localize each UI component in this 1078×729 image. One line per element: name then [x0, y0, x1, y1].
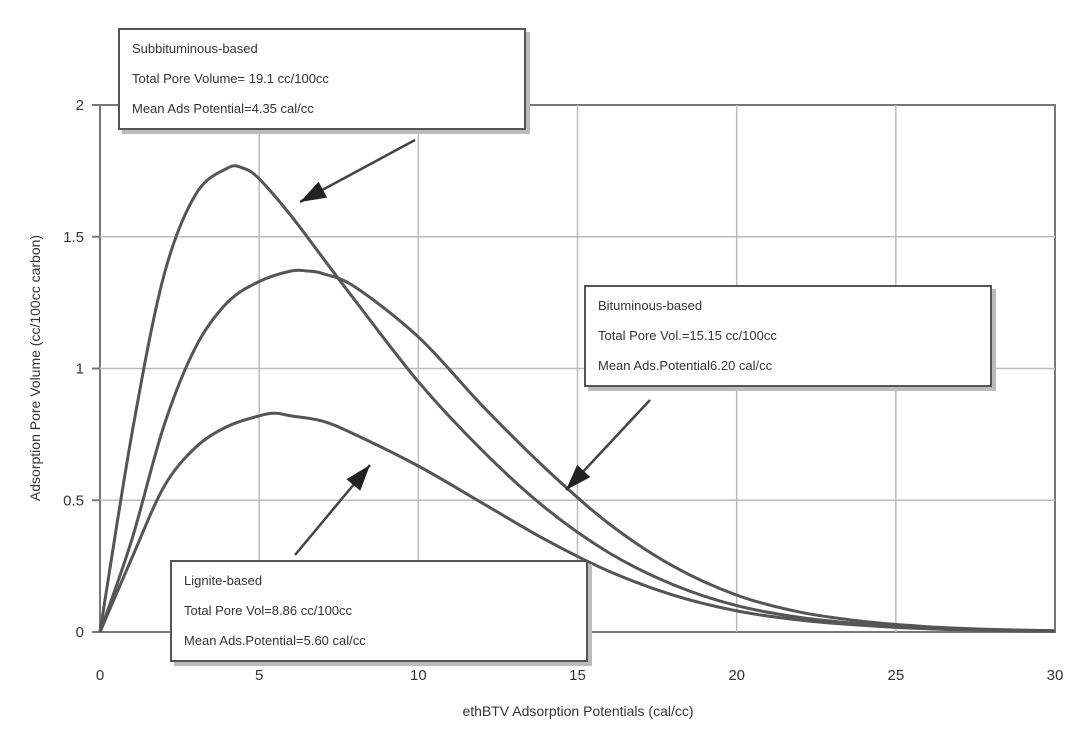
arrow-lignite [294, 464, 371, 556]
series-line-subbituminous [98, 164, 1056, 633]
x-tick-label: 5 [255, 667, 263, 684]
x-tick-label: 15 [569, 667, 586, 684]
annotation-subbituminous-line-1: Subbituminous-based [132, 41, 258, 56]
series-line-lignite [98, 411, 1056, 633]
arrow-subbituminous [299, 138, 416, 204]
annotation-lignite: Lignite-based Total Pore Vol=8.86 cc/100… [170, 560, 588, 662]
x-tick-label: 10 [410, 667, 427, 684]
y-axis-title: Adsorption Pore Volume (cc/100cc carbon) [27, 235, 43, 501]
y-tick-label: 1 [76, 361, 84, 378]
y-tick-label: 2 [76, 97, 84, 114]
annotation-bituminous-line-1: Bituminous-based [598, 298, 703, 313]
annotation-bituminous: Bituminous-based Total Pore Vol.=15.15 c… [584, 285, 992, 387]
y-tick-label: 1.5 [63, 229, 84, 246]
x-ticks: 0 5 10 15 20 25 30 [96, 667, 1064, 684]
y-tick-label: 0 [76, 624, 84, 641]
annotation-subbituminous: Subbituminous-based Total Pore Volume= 1… [118, 28, 526, 130]
y-ticks: 0 0.5 1 1.5 2 [63, 97, 100, 641]
x-tick-label: 20 [728, 667, 745, 684]
series-lines [98, 164, 1056, 633]
annotation-lignite-line-1: Lignite-based [184, 573, 263, 588]
arrow-bituminous [565, 399, 651, 491]
x-tick-label: 25 [887, 667, 904, 684]
x-tick-label: 30 [1047, 667, 1064, 684]
annotation-subbituminous-line-2: Total Pore Volume= 19.1 cc/100cc [132, 71, 329, 86]
series-line-bituminous [98, 268, 1056, 633]
annotation-lignite-line-3: Mean Ads.Potential=5.60 cal/cc [184, 633, 366, 648]
y-tick-label: 0.5 [63, 492, 84, 509]
annotation-subbituminous-line-3: Mean Ads Potential=4.35 cal/cc [132, 101, 314, 116]
annotation-lignite-line-2: Total Pore Vol=8.86 cc/100cc [184, 603, 353, 618]
x-tick-label: 0 [96, 667, 104, 684]
annotation-arrows [294, 138, 651, 556]
annotation-bituminous-line-3: Mean Ads.Potential6.20 cal/cc [598, 358, 773, 373]
annotation-bituminous-line-2: Total Pore Vol.=15.15 cc/100cc [598, 328, 777, 343]
x-axis-title: ethBTV Adsorption Potentials (cal/cc) [462, 703, 693, 719]
